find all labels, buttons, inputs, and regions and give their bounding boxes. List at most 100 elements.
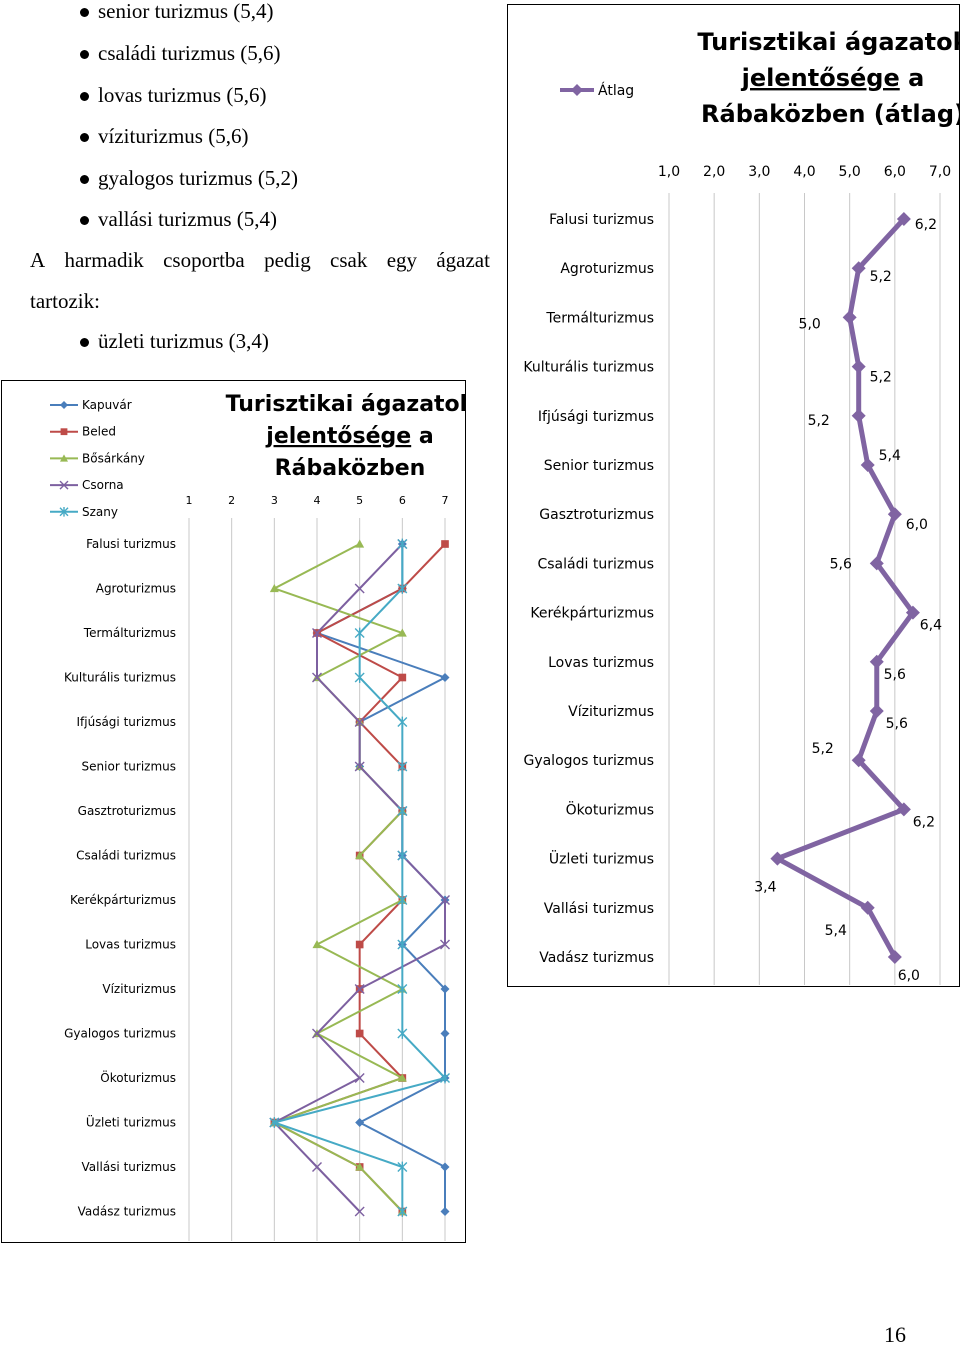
chart-settlements: Turisztikai ágazatok jelentősége a Rábaköz… [1,380,466,1243]
bullet-item: családi turizmus (5,6) [98,41,281,65]
data-point [355,1118,365,1127]
x-tick-label: 3,0 [748,164,770,180]
category-label: Ifjúsági turizmus [538,409,654,425]
category-label: Gasztroturizmus [539,507,654,523]
data-point [851,753,866,768]
data-point [397,761,408,772]
legend-label: Kapuvár [82,398,132,412]
data-point [355,851,365,860]
paragraph-word: ágazat [436,248,490,272]
data-point [397,850,408,861]
bullet-dot [80,8,89,17]
chart-title: Rábaközben (átlag) [701,100,959,128]
data-point [269,1117,280,1128]
category-label: Falusi turizmus [549,212,654,228]
data-label: 5,4 [879,448,901,464]
data-point [851,359,866,374]
bullet-dot [80,175,89,184]
category-label: Családi turizmus [76,849,176,863]
paragraph-word: harmadik [64,248,144,272]
data-point [355,1029,364,1038]
category-label: Ökoturizmus [566,800,654,818]
category-label: Senior turizmus [544,458,654,474]
category-label: Víziturizmus [102,982,176,996]
legend-marker [60,454,68,462]
data-point [397,538,408,550]
x-tick-label: 4,0 [793,164,815,180]
data-label: 6,0 [898,968,920,984]
data-point [312,1028,322,1039]
data-point [355,539,365,548]
data-point [842,310,857,325]
category-label: Gasztroturizmus [78,804,176,818]
data-label: 5,0 [799,316,821,332]
x-tick-label: 1 [186,494,193,507]
bullet-dot [80,92,89,101]
category-label: Agroturizmus [560,261,654,277]
chart-title-underlined: jelentősége [741,64,900,92]
data-point [896,212,911,226]
data-label: 5,6 [884,667,906,683]
data-label: 5,2 [870,370,892,386]
legend-label: Bősárkány [82,451,145,465]
data-point [440,895,450,905]
data-point-stroke [354,761,365,772]
category-label: Ifjúsági turizmus [77,715,177,729]
data-point [440,673,450,682]
data-point [354,627,365,639]
data-point-stroke [312,1162,322,1172]
x-tick-label: 1,0 [658,164,680,180]
x-tick-label: 6 [399,494,406,507]
legend-marker [60,401,68,409]
bullet-item: vallási turizmus (5,4) [98,207,278,231]
data-point [354,583,365,594]
data-label: 5,6 [886,716,908,732]
series-line [774,217,916,959]
data-point [397,805,408,817]
data-label: 6,0 [906,517,928,533]
category-label: Vadász turizmus [539,950,654,966]
data-point [397,583,408,594]
x-tick-label: 7 [442,494,449,507]
x-tick-label: 4 [314,494,321,507]
bullet-dot [80,216,89,225]
data-point [887,507,902,522]
category-label: Senior turizmus [82,760,176,774]
data-label: 5,2 [812,741,834,757]
category-label: Lovas turizmus [548,655,654,671]
chart-title: jelentősége a [741,64,925,92]
paragraph-word: A [30,248,46,272]
data-point [896,802,911,817]
data-point [440,984,450,994]
paragraph-word: pedig [264,248,311,272]
chart-title-rest: a [900,64,925,92]
data-point [851,408,866,423]
data-label: 5,6 [830,556,852,572]
chart-settlements-svg: Turisztikai ágazatok jelentősége a Rábaköz… [50,392,465,1241]
data-point [440,1207,450,1216]
data-point [397,894,408,906]
data-point [397,628,407,637]
legend-label: Beled [82,425,116,439]
category-label: Vallási turizmus [544,901,654,917]
data-point [440,1162,450,1172]
data-point [440,1072,450,1084]
data-point-stroke [440,939,450,950]
data-point [312,628,322,638]
legend-label: Csorna [82,478,124,492]
category-label: Gyalogos turizmus [64,1027,176,1041]
category-label: Üzleti turizmus [86,1114,176,1130]
data-point [860,458,875,472]
data-point [869,704,884,718]
bullet-dot [80,338,89,347]
data-point [397,983,408,995]
category-label: Víziturizmus [568,704,654,720]
data-point [354,761,365,772]
data-point [397,716,408,728]
series-line [272,543,446,1213]
category-label: Termálturizmus [83,626,176,640]
legend-marker [60,428,68,436]
category-label: Vadász turizmus [78,1205,176,1219]
data-label: 5,2 [808,413,830,429]
